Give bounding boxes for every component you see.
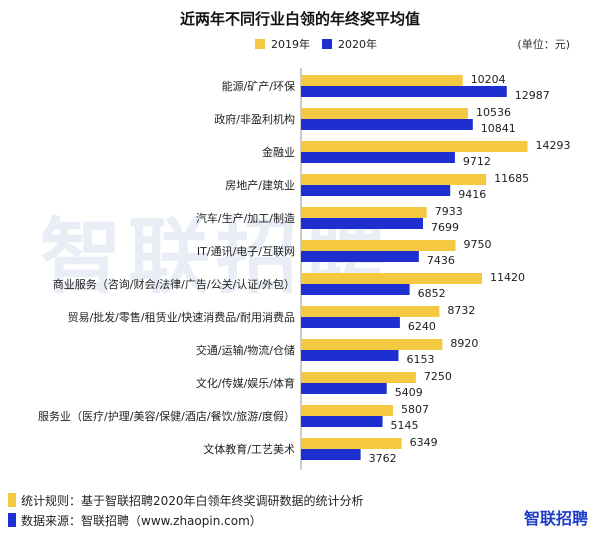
chart-title: 近两年不同行业白领的年终奖平均值 xyxy=(179,10,420,28)
bar-2020 xyxy=(301,284,410,295)
bar-2020 xyxy=(301,86,507,97)
bar-2019 xyxy=(301,174,487,185)
value-label-2019: 14293 xyxy=(536,139,571,152)
bar-2020 xyxy=(301,449,361,460)
category-label: 能源/矿产/环保 xyxy=(222,79,295,93)
value-label-2020: 10841 xyxy=(481,122,516,135)
category-label: 金融业 xyxy=(262,145,295,159)
value-label-2020: 5145 xyxy=(391,419,419,432)
category-label: 交通/运输/物流/仓储 xyxy=(196,343,295,357)
value-label-2020: 3762 xyxy=(369,452,397,465)
bar-2020 xyxy=(301,185,451,196)
category-label: 房地产/建筑业 xyxy=(225,178,295,192)
bar-chart: 能源/矿产/环保 10204 12987 政府/非盈利机构 10536 10841 金融业 1… xyxy=(38,68,571,470)
bar-2019 xyxy=(301,405,394,416)
bar-2020 xyxy=(301,152,455,163)
bar-2019 xyxy=(301,207,427,218)
category-label: 商业服务（咨询/财会/法律/广告/公关/认证/外包） xyxy=(53,277,295,291)
value-label-2019: 11685 xyxy=(494,172,529,185)
footer-rule: 统计规则：基于智联招聘2020年白领年终奖调研数据的统计分析 xyxy=(21,493,364,508)
value-label-2020: 6153 xyxy=(407,353,435,366)
bar-2019 xyxy=(301,438,402,449)
bar-2020 xyxy=(301,251,419,262)
bar-2019 xyxy=(301,306,440,317)
category-label: 服务业（医疗/护理/美容/保健/酒店/餐饮/旅游/度假） xyxy=(38,409,295,423)
zhaopin-logo: 智联招聘 xyxy=(523,509,588,528)
bar-2020 xyxy=(301,119,473,130)
bar-2020 xyxy=(301,218,424,229)
value-label-2019: 7250 xyxy=(424,370,452,383)
legend-label-2020: 2020年 xyxy=(338,38,377,51)
value-label-2019: 6349 xyxy=(410,436,438,449)
footer-swatch-source xyxy=(8,513,16,527)
footer: 统计规则：基于智联招聘2020年白领年终奖调研数据的统计分析 数据来源：智联招聘… xyxy=(8,490,364,530)
category-label: 文体教育/工艺美术 xyxy=(203,442,295,456)
footer-swatch-rule xyxy=(8,493,16,507)
category-label: 贸易/批发/零售/租赁业/快速消费品/耐用消费品 xyxy=(67,310,295,324)
bar-2019 xyxy=(301,372,416,383)
value-label-2019: 7933 xyxy=(435,205,463,218)
value-label-2019: 10536 xyxy=(476,106,511,119)
bar-2019 xyxy=(301,240,456,251)
footer-source: 数据来源：智联招聘（www.zhaopin.com） xyxy=(21,513,262,528)
bar-2019 xyxy=(301,141,528,152)
value-label-2020: 5409 xyxy=(395,386,423,399)
bar-2020 xyxy=(301,416,383,427)
value-label-2020: 7699 xyxy=(431,221,459,234)
value-label-2019: 10204 xyxy=(471,73,506,86)
value-label-2019: 9750 xyxy=(464,238,492,251)
bar-2019 xyxy=(301,273,482,284)
bar-2019 xyxy=(301,108,468,119)
legend-swatch-2020 xyxy=(322,39,332,49)
category-label: 政府/非盈利机构 xyxy=(214,112,295,126)
value-label-2019: 11420 xyxy=(490,271,525,284)
bar-2019 xyxy=(301,75,463,86)
category-label: 汽车/生产/加工/制造 xyxy=(196,211,295,225)
value-label-2020: 6852 xyxy=(418,287,446,300)
category-label: 文化/传媒/娱乐/体育 xyxy=(196,376,295,390)
value-label-2019: 5807 xyxy=(401,403,429,416)
category-label: IT/通讯/电子/互联网 xyxy=(197,245,295,258)
bar-2020 xyxy=(301,317,400,328)
value-label-2020: 12987 xyxy=(515,89,550,102)
bar-2020 xyxy=(301,383,387,394)
bar-2020 xyxy=(301,350,399,361)
value-label-2020: 7436 xyxy=(427,254,455,267)
value-label-2020: 9712 xyxy=(463,155,491,168)
legend-swatch-2019 xyxy=(255,39,265,49)
bar-2019 xyxy=(301,339,443,350)
value-label-2019: 8920 xyxy=(450,337,478,350)
unit-label: (单位：元) xyxy=(517,38,570,51)
value-label-2019: 8732 xyxy=(447,304,475,317)
legend: 2019年 2020年 xyxy=(255,36,377,52)
legend-label-2019: 2019年 xyxy=(271,38,310,51)
value-label-2020: 6240 xyxy=(408,320,436,333)
value-label-2020: 9416 xyxy=(458,188,486,201)
